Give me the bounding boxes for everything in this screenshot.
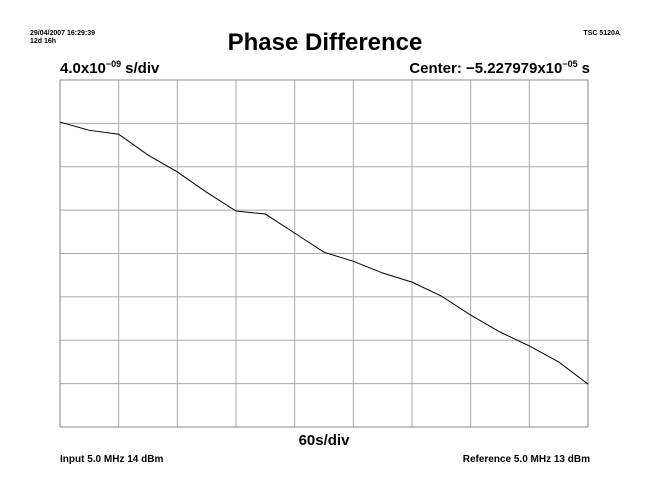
input-info: Input 5.0 MHz 14 dBm	[60, 454, 163, 465]
y-scale-base: 4.0x10	[60, 60, 106, 77]
phase-line	[59, 121, 589, 385]
chart-title: Phase Difference	[228, 29, 423, 56]
reference-info: Reference 5.0 MHz 13 dBm	[463, 454, 590, 465]
y-scale-unit: s/div	[125, 60, 160, 77]
y-scale-exp: −09	[106, 59, 121, 69]
center-exp: −05	[562, 59, 577, 69]
center-unit: s	[582, 60, 590, 77]
elapsed: 12d 16h	[30, 38, 56, 45]
center-base: Center: −5.227979x10	[409, 60, 562, 77]
x-axis-label: 60s/div	[299, 432, 351, 449]
y-scale: 4.0x10−09 s/div	[60, 59, 160, 77]
center: Center: −5.227979x10−05 s	[409, 59, 590, 77]
instrument: TSC 5120A	[583, 30, 620, 37]
plot-frame	[59, 79, 589, 428]
timestamp: 29/04/2007 16:29:39	[30, 30, 95, 37]
